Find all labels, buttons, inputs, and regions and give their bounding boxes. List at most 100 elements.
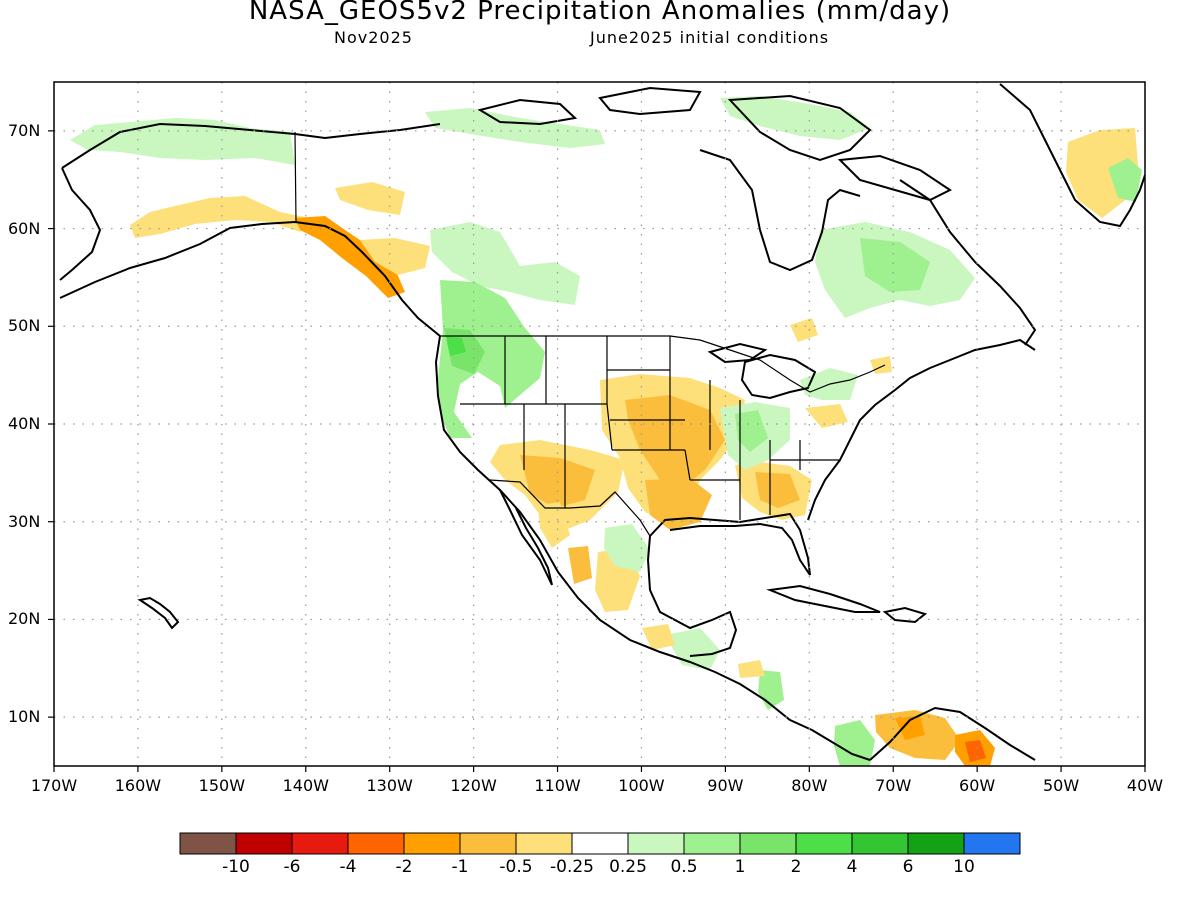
colorbar-label: 10 — [953, 857, 975, 877]
lon-tick-label: 120W — [450, 776, 497, 795]
chart-title: NASA_GEOS5v2 Precipitation Anomalies (mm… — [248, 0, 952, 26]
mexico-pacific-dry-core-shading — [568, 546, 592, 584]
colorbar-swatch — [739, 832, 797, 855]
kansas-dry-core-shading — [625, 395, 725, 490]
lat-tick-label: 20N — [8, 609, 41, 629]
colorbar-swatch — [291, 832, 349, 855]
hispaniola-coastline — [882, 606, 928, 624]
lon-tick-label: 90W — [707, 776, 744, 795]
mid-atlantic-dry-area-shading — [805, 404, 848, 428]
lon-tick-label: 150W — [198, 776, 246, 795]
colorbar-swatch — [179, 832, 237, 855]
colorbar-label: -2 — [395, 857, 413, 877]
colorbar-label: 0.5 — [670, 857, 698, 877]
lat-tick-label: 50N — [8, 316, 41, 336]
colorbar-label: 6 — [902, 857, 914, 877]
lon-tick-label: 130W — [366, 776, 413, 795]
colorbar-label: -10 — [222, 857, 250, 877]
lat-tick-label: 10N — [8, 707, 41, 727]
venezuela-dry-core-shading — [895, 716, 925, 740]
atlantic-coastline — [807, 338, 1036, 521]
western-canada-wet-area-shading — [430, 222, 580, 305]
colorbar-swatch — [347, 832, 405, 855]
bc-interior-dry-area-shading — [360, 238, 430, 275]
alaska-west-coastline — [59, 167, 102, 281]
coastlines-layer — [59, 83, 1145, 761]
colorbar-label: -0.5 — [499, 857, 533, 877]
yukon-dry-area-shading — [335, 182, 405, 215]
colorbar-label: -0.25 — [550, 857, 594, 877]
arctic-island-3 — [727, 94, 872, 162]
lat-tick-label: 30N — [8, 511, 41, 531]
lon-tick-label: 100W — [618, 776, 665, 795]
colorbar-swatch — [683, 832, 741, 855]
oaxaca-dry-area-shading — [642, 624, 675, 650]
greenland-wet-area-shading — [1108, 158, 1142, 202]
axis-ticks — [48, 130, 1146, 772]
us-canada-border — [440, 335, 886, 393]
lon-tick-label: 60W — [959, 776, 996, 795]
colorbar-swatch — [515, 832, 573, 855]
ohio-valley-wet-core-shading — [735, 410, 768, 452]
arctic-coast-wet-area-shading — [425, 108, 605, 148]
colorbar-swatch — [907, 832, 965, 855]
lat-tick-label: 60N — [8, 218, 41, 238]
lat-tick-label: 40N — [8, 414, 41, 433]
hawaii-coastline — [137, 596, 180, 630]
anomaly-shading-layer — [70, 96, 1142, 766]
labrador-dry-area-shading — [790, 318, 818, 342]
lake-superior-outline — [707, 342, 768, 364]
lon-tick-label: 50W — [1042, 776, 1080, 795]
georgia-dry-core-shading — [755, 472, 800, 508]
colorbar-swatch — [795, 832, 853, 855]
colorbar-swatch — [627, 832, 685, 855]
arctic-islands-wet-area-shading — [720, 96, 870, 140]
lon-tick-label: 170W — [30, 776, 78, 795]
quebec-wet-core-shading — [860, 238, 930, 292]
cuba-coastline — [766, 584, 881, 613]
colorbar-swatch — [851, 832, 909, 855]
great-lakes-outline — [740, 353, 817, 400]
olympic-wet-core-shading — [446, 336, 466, 356]
us-mexico-border — [489, 479, 651, 537]
alaska-north-coastline — [61, 122, 441, 169]
colorbar-label: 2 — [790, 857, 802, 877]
plot-frame — [53, 81, 1146, 767]
baja-coastline — [499, 489, 553, 586]
central-america-wet-area-shading — [665, 628, 720, 670]
colorbar-swatch — [571, 832, 629, 855]
alaska-gulf-dry-area-shading — [130, 196, 310, 238]
colorbar-label: -4 — [339, 857, 357, 877]
colorbar-label: 1 — [734, 857, 746, 877]
lon-tick-label: 140W — [282, 776, 329, 795]
baja-dry-area-shading — [538, 502, 570, 548]
colorbar-swatch — [459, 832, 517, 855]
lat-tick-label: 70N — [8, 120, 41, 140]
lon-tick-label: 70W — [875, 776, 912, 795]
mexico-wet-area-shading — [604, 524, 650, 572]
gridlines-layer — [54, 82, 1145, 766]
nova-scotia-dry-area-shading — [870, 356, 892, 374]
us-state-lines — [460, 336, 840, 520]
texas-dry-core-shading — [645, 478, 712, 530]
alaska-canada-border — [294, 131, 297, 223]
guyana-dry-core-shading — [965, 740, 986, 762]
pacific-northwest-wet-area-shading — [438, 280, 545, 438]
colorbar-swatch — [403, 832, 461, 855]
colorbar-label: -1 — [451, 857, 469, 877]
colombia-wet-area-shading — [834, 720, 875, 766]
colorbar-label: -6 — [283, 857, 301, 877]
lon-tick-label: 110W — [534, 776, 581, 795]
arctic-island-1 — [477, 98, 578, 126]
greenland-coastline — [999, 83, 1145, 228]
arctic-island-2 — [598, 86, 702, 116]
pacific-coastline — [434, 335, 871, 761]
colorbar-label: 4 — [846, 857, 858, 877]
lon-tick-label: 160W — [114, 776, 162, 795]
gulf-coastline — [649, 512, 811, 576]
colorbar-swatch — [963, 832, 1021, 855]
bc-coast-dry-area-shading — [295, 216, 405, 298]
lon-tick-label: 40W — [1126, 776, 1164, 795]
honduras-dry-area-shading — [738, 660, 765, 678]
